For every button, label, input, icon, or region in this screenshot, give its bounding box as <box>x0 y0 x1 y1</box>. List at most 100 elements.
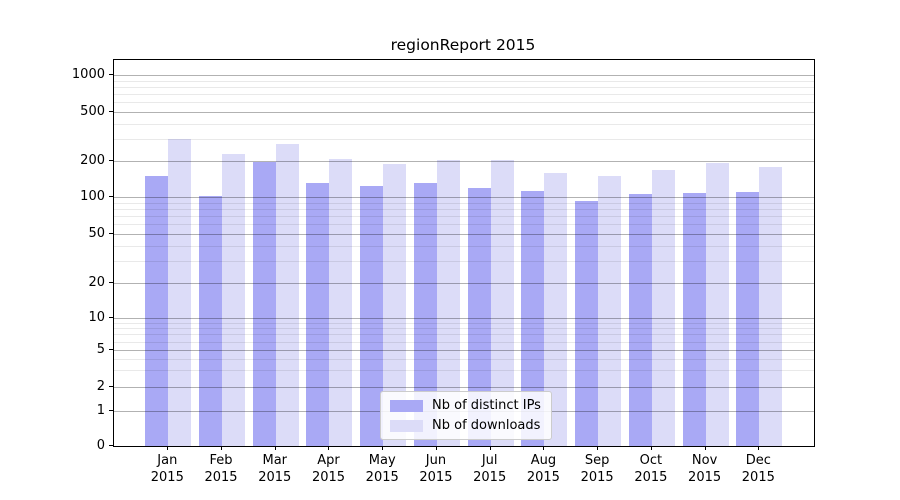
y-tick-50 <box>109 232 113 234</box>
gridline-minor-7 <box>114 334 814 336</box>
x-tick-Jul <box>489 446 491 450</box>
x-tick-label-Jul: Jul 2015 <box>460 452 520 486</box>
x-tick-Nov <box>704 446 706 450</box>
x-tick-Jan <box>167 446 169 450</box>
bar-downloads-Jun <box>436 160 460 446</box>
y-tick-label-0: 0 <box>96 438 105 453</box>
y-tick-200 <box>109 160 113 161</box>
x-tick-month: Sep <box>584 453 610 468</box>
y-tick-label-50: 50 <box>88 225 105 241</box>
bar-ips-Jul <box>467 188 491 446</box>
y-tick-label-200: 200 <box>80 153 105 168</box>
gridline-minor-90 <box>114 202 814 204</box>
gridline-minor-60 <box>114 224 814 226</box>
x-tick-year: 2015 <box>150 470 184 485</box>
bar-downloads-Mar <box>275 144 299 446</box>
gridline-major-1000 <box>114 75 814 76</box>
gridline-minor-300 <box>114 139 814 141</box>
legend-swatch-downloads <box>390 419 423 432</box>
y-tick-label-5: 5 <box>96 342 105 357</box>
x-tick-Oct <box>650 446 652 450</box>
x-tick-label-Apr: Apr 2015 <box>298 452 358 486</box>
x-tick-label-May: May 2015 <box>352 452 412 486</box>
y-tick-20 <box>109 281 113 283</box>
gridline-minor-3 <box>114 370 814 372</box>
bar-downloads-May <box>383 164 407 446</box>
legend-swatch-ips <box>390 399 423 412</box>
y-tick-5 <box>109 349 113 350</box>
x-tick-Mar <box>274 446 276 450</box>
x-tick-label-Dec: Dec 2015 <box>728 452 788 486</box>
bar-ips-Feb <box>199 195 223 446</box>
y-tick-label-10: 10 <box>88 309 105 325</box>
x-tick-year: 2015 <box>204 470 238 485</box>
gridline-major-50 <box>114 233 814 235</box>
y-tick-label-1000: 1000 <box>71 67 105 82</box>
x-tick-year: 2015 <box>419 470 453 485</box>
gridline-minor-9 <box>114 322 814 324</box>
bar-downloads-Nov <box>705 162 729 446</box>
y-tick-2 <box>109 385 113 387</box>
x-tick-Dec <box>758 446 760 450</box>
bar-downloads-Feb <box>222 153 246 446</box>
x-tick-year: 2015 <box>688 470 722 485</box>
bar-downloads-Aug <box>544 172 568 446</box>
bar-ips-Nov <box>682 193 706 446</box>
gridline-minor-6 <box>114 341 814 343</box>
gridline-minor-600 <box>114 102 814 104</box>
gridline-major-500 <box>114 111 814 113</box>
y-tick-500 <box>109 110 113 112</box>
gridline-major-200 <box>114 161 814 162</box>
bar-ips-May <box>360 185 384 446</box>
bar-ips-Aug <box>521 191 545 446</box>
x-tick-month: Dec <box>745 453 771 468</box>
x-tick-year: 2015 <box>258 470 292 485</box>
legend-row-ips: Nb of distinct IPs <box>390 398 541 413</box>
x-tick-Sep <box>597 446 599 450</box>
gridline-minor-700 <box>114 93 814 95</box>
bar-downloads-Oct <box>651 170 675 446</box>
x-tick-month: May <box>368 453 396 468</box>
bar-downloads-Sep <box>598 175 622 446</box>
plot-area: Nb of distinct IPs Nb of downloads <box>113 59 815 447</box>
y-tick-label-20: 20 <box>88 274 105 290</box>
x-tick-label-Feb: Feb 2015 <box>191 452 251 486</box>
x-tick-year: 2015 <box>580 470 614 485</box>
x-tick-year: 2015 <box>473 470 507 485</box>
bar-ips-Jan <box>145 175 169 446</box>
x-tick-month: Nov <box>691 453 718 468</box>
bar-ips-Oct <box>628 194 652 446</box>
gridline-minor-30 <box>114 260 814 262</box>
y-tick-100 <box>109 196 113 197</box>
y-tick-label-500: 500 <box>80 103 105 119</box>
y-tick-label-2: 2 <box>96 378 105 394</box>
y-tick-label-100: 100 <box>80 189 105 204</box>
gridline-major-100 <box>114 197 814 198</box>
bar-ips-Sep <box>575 201 599 446</box>
bar-ips-Mar <box>252 162 276 446</box>
x-tick-label-Sep: Sep 2015 <box>567 452 627 486</box>
gridline-major-5 <box>114 350 814 351</box>
gridline-minor-40 <box>114 245 814 247</box>
chart-title: regionReport 2015 <box>390 36 536 54</box>
x-tick-month: Aug <box>530 453 557 468</box>
x-tick-May <box>382 446 384 450</box>
x-tick-year: 2015 <box>526 470 560 485</box>
y-tick-1000 <box>109 74 113 75</box>
gridline-minor-900 <box>114 80 814 82</box>
x-tick-year: 2015 <box>741 470 775 485</box>
x-tick-label-Nov: Nov 2015 <box>675 452 735 486</box>
y-tick-1 <box>109 410 113 411</box>
gridline-major-2 <box>114 386 814 388</box>
x-tick-year: 2015 <box>311 470 346 485</box>
gridline-minor-70 <box>114 215 814 217</box>
x-tick-month: Feb <box>209 453 233 468</box>
x-tick-label-Aug: Aug 2015 <box>513 452 573 486</box>
x-tick-label-Mar: Mar 2015 <box>245 452 305 486</box>
legend: Nb of distinct IPs Nb of downloads <box>380 391 552 440</box>
gridline-minor-4 <box>114 358 814 360</box>
bar-downloads-Dec <box>759 166 783 446</box>
bar-downloads-Apr <box>329 158 353 446</box>
x-tick-month: Jun <box>425 453 447 468</box>
